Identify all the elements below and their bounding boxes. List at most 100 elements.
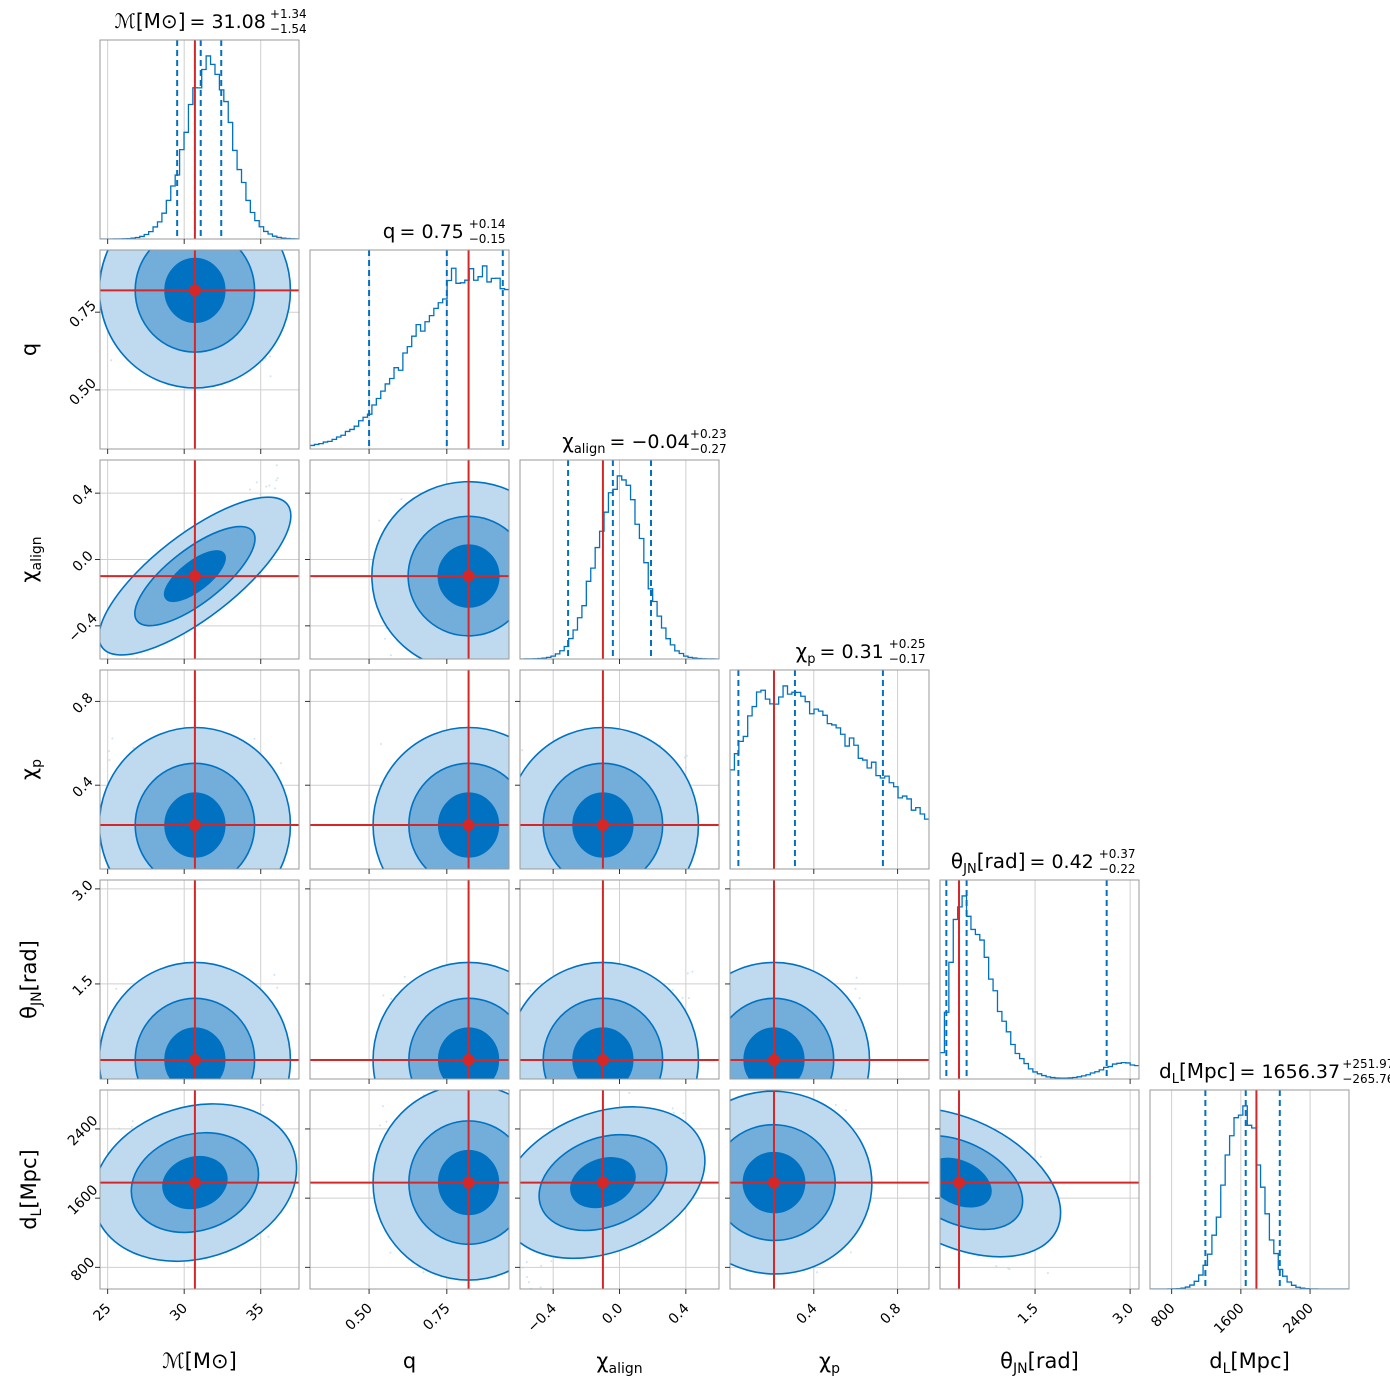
- sample-point: [905, 1211, 907, 1213]
- sample-point: [554, 1112, 556, 1114]
- sample-point: [543, 871, 545, 873]
- sample-point: [389, 1251, 392, 1254]
- sample-point: [436, 1083, 438, 1085]
- truth-marker: [767, 1053, 780, 1066]
- sample-point: [900, 1104, 902, 1106]
- sample-point: [530, 908, 532, 910]
- sample-point: [156, 908, 158, 910]
- sample-point: [187, 1266, 190, 1269]
- sample-point: [923, 1159, 925, 1161]
- title-value: = 1656.37: [1240, 1061, 1341, 1083]
- sample-point: [108, 750, 111, 753]
- sample-point: [708, 1112, 710, 1114]
- x-tick-label: 0.4: [794, 1300, 821, 1327]
- sample-point: [117, 881, 119, 883]
- sample-point: [533, 516, 535, 518]
- panel-frame: [99, 249, 300, 450]
- sample-point: [131, 1120, 134, 1123]
- contour-panel-q-dl: 0.50 0.75: [305, 1089, 524, 1334]
- sample-point: [686, 972, 689, 975]
- sample-point: [539, 977, 541, 979]
- truth-marker: [596, 1053, 609, 1066]
- sample-point: [118, 201, 120, 203]
- x-tick-label: 0.0: [599, 1301, 626, 1328]
- sample-point: [521, 514, 523, 516]
- sample-point: [105, 684, 107, 686]
- sample-point: [524, 1116, 526, 1118]
- truth-marker: [462, 1053, 475, 1066]
- sample-point: [858, 1092, 860, 1094]
- sample-point: [707, 1120, 709, 1122]
- sample-point: [522, 1111, 524, 1113]
- contour-panel-chi_align-dl: −0.4 0.0 0.4: [515, 1089, 720, 1336]
- truth-marker: [767, 1176, 780, 1189]
- title-symbol: θJN[rad]: [951, 849, 1026, 877]
- sample-point: [521, 1266, 524, 1269]
- sample-point: [264, 220, 266, 222]
- sample-point: [724, 1025, 726, 1027]
- sample-point: [904, 1164, 906, 1166]
- y-axis-label-chi_align: χalign: [17, 536, 45, 582]
- sample-point: [414, 662, 416, 664]
- x-tick-label: 0.4: [666, 1300, 693, 1327]
- sample-point: [488, 913, 490, 915]
- x-tick-label: 25: [91, 1301, 115, 1325]
- truth-marker: [596, 819, 609, 832]
- sample-point: [514, 1142, 516, 1144]
- sample-point: [276, 477, 279, 480]
- sample-point: [834, 1103, 837, 1106]
- sample-point: [684, 766, 687, 769]
- sample-point: [716, 1107, 718, 1109]
- sample-point: [108, 1108, 110, 1110]
- sample-point: [265, 485, 268, 488]
- sample-point: [832, 1085, 834, 1087]
- panel-title-q: q = 0.75 +0.14−0.15: [383, 217, 506, 246]
- sample-point: [261, 1104, 264, 1107]
- sample-point: [916, 1206, 918, 1208]
- sample-point: [515, 1218, 517, 1220]
- panel-title-chi_p: χp = 0.31 +0.25−0.17: [796, 637, 926, 667]
- y-tick-label: 0.75: [66, 298, 99, 331]
- contour-panel-chi_p-dl: 0.4 0.8: [707, 1089, 930, 1328]
- sample-point: [268, 355, 271, 358]
- x-tick-label: 0.8: [877, 1301, 904, 1328]
- sample-point: [118, 1127, 121, 1130]
- sample-point: [264, 885, 266, 887]
- title-upper-error: +0.37: [1099, 847, 1136, 861]
- title-lower-error: −0.17: [889, 652, 926, 666]
- sample-point: [1046, 1272, 1049, 1275]
- sample-point: [168, 1080, 170, 1082]
- sample-point: [930, 1213, 932, 1215]
- contour-panel-chi_p-theta_jn: [695, 879, 930, 1109]
- sample-point: [681, 996, 684, 999]
- sample-point: [517, 1254, 519, 1256]
- y-tick-label: −0.4: [65, 610, 100, 645]
- sample-point: [249, 488, 252, 491]
- title-lower-error: −265.76: [1342, 1072, 1390, 1086]
- sample-point: [527, 991, 529, 993]
- sample-point: [470, 892, 472, 894]
- sample-point: [691, 970, 694, 973]
- title-value: = 31.08: [190, 11, 266, 33]
- title-value: = 0.75: [400, 221, 464, 243]
- sample-point: [255, 894, 257, 896]
- sample-point: [607, 895, 609, 897]
- sample-point: [609, 913, 611, 915]
- sample-point: [695, 1023, 697, 1025]
- sample-point: [282, 1104, 284, 1106]
- x-tick-label: −0.4: [525, 1300, 560, 1335]
- sample-point: [167, 1092, 169, 1094]
- sample-point: [664, 907, 666, 909]
- sample-point: [520, 1114, 522, 1116]
- sample-point: [174, 237, 176, 239]
- title-upper-error: +0.25: [889, 637, 926, 651]
- sample-point: [712, 1012, 714, 1014]
- sample-point: [201, 891, 203, 893]
- sample-point: [388, 661, 390, 663]
- sample-point: [234, 885, 236, 887]
- panel-title-chi_align: χalign = −0.04 +0.23−0.27: [562, 427, 726, 457]
- sample-point: [995, 1265, 998, 1268]
- panel-frame: [309, 249, 510, 450]
- sample-point: [514, 1192, 516, 1194]
- sample-point: [852, 1083, 854, 1085]
